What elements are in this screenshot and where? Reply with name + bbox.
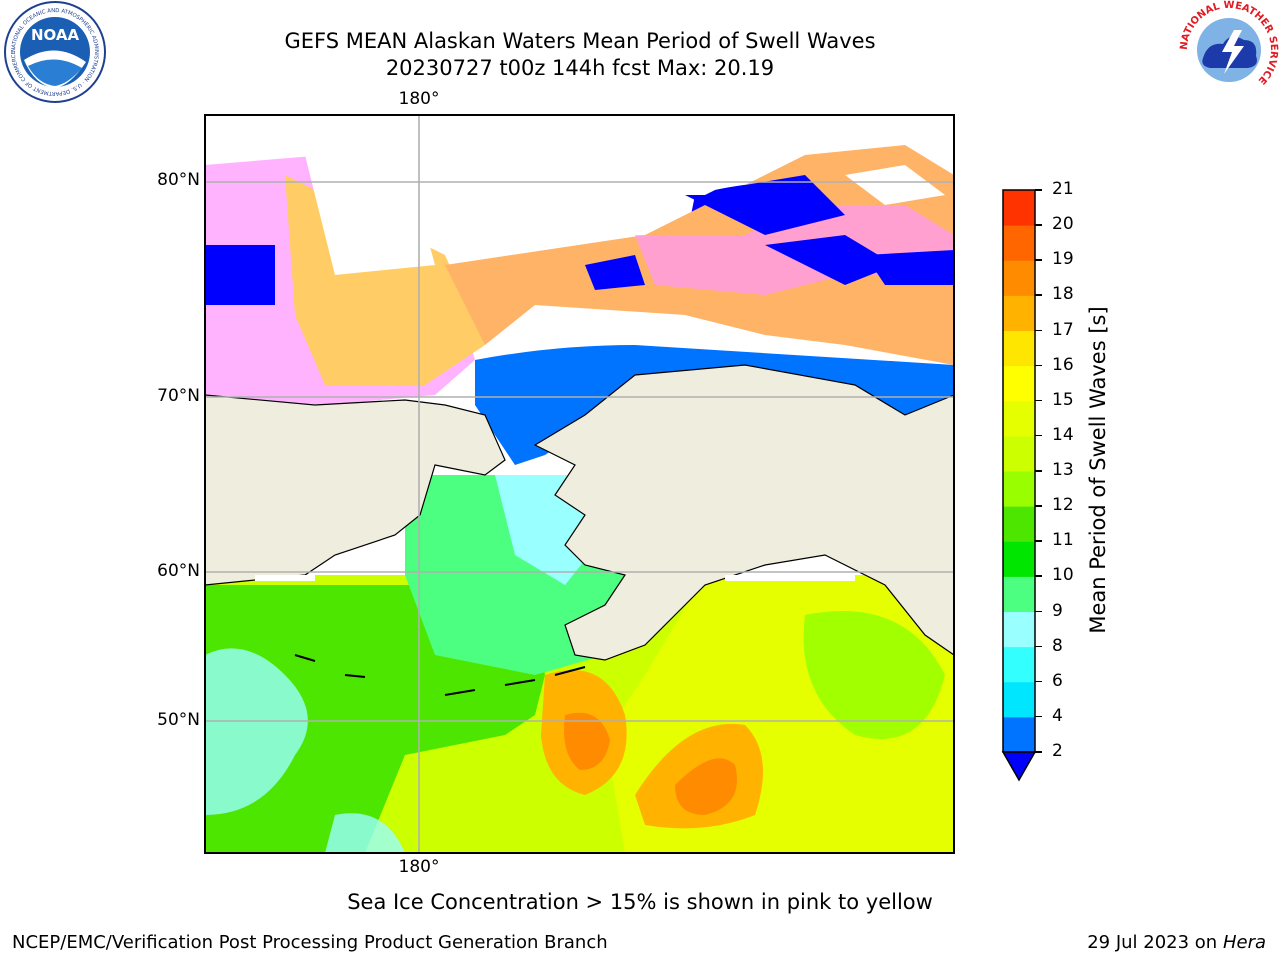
lat-label-80: 80°N [157,170,200,190]
colorbar-tick-label: 13 [1052,460,1074,480]
noaa-logo: NOAA NATIONAL OCEANIC AND ATMOSPHERIC AD… [4,1,106,103]
colorbar-tick-label: 14 [1052,424,1074,445]
colorbar-segment [1003,681,1035,718]
colorbar-segment [1003,365,1035,402]
colorbar-tick-mark [1035,434,1042,437]
colorbar-tick-mark [1035,259,1042,261]
colorbar-tick-mark [1035,715,1042,718]
colorbar-tick-mark [1035,505,1042,507]
map-frame [204,114,955,854]
colorbar-extend-arrow [1001,751,1037,782]
colorbar-segment [1003,471,1035,507]
colorbar-tick-label: 6 [1052,670,1063,691]
map-panel [204,114,955,854]
colorbar-segment [1003,435,1035,472]
colorbar-segment [1003,506,1035,542]
colorbar-segment [1003,330,1035,367]
colorbar-tick-mark [1035,645,1042,648]
lat-label-70: 70°N [157,386,200,406]
colorbar-tick-label: 2 [1052,741,1063,761]
colorbar-tick-mark [1035,751,1042,753]
graticule [205,115,954,853]
lon-label-top: 180° [398,89,440,109]
colorbar-tick-mark [1035,680,1042,683]
colorbar-tick-label: 17 [1052,319,1074,340]
colorbar-tick-mark [1035,364,1042,367]
chart-title: GEFS MEAN Alaskan Waters Mean Period of … [284,29,876,53]
producer-credit: NCEP/EMC/Verification Post Processing Pr… [12,932,608,953]
colorbar-tick-label: 19 [1052,249,1074,270]
colorbar-tick-label: 4 [1052,705,1063,726]
colorbar-tick-label: 20 [1052,214,1074,235]
lon-label-bottom: 180° [398,857,440,877]
colorbar-segment [1003,646,1035,683]
colorbar-segment [1003,541,1035,577]
lat-label-50: 50°N [157,710,200,730]
sea-ice-note: Sea Ice Concentration > 15% is shown in … [347,890,933,914]
colorbar-segment [1003,611,1035,648]
chart-subtitle: 20230727 t00z 144h fcst Max: 20.19 [385,56,775,80]
aleutian-islands [294,654,586,696]
colorbar-segment [1003,295,1035,331]
colorbar-tick-label: 16 [1052,354,1074,375]
colorbar-segment [1003,716,1035,753]
colorbar-tick-label: 21 [1052,179,1074,199]
date-text: 29 Jul 2023 on [1087,932,1223,953]
colorbar-segment [1003,260,1035,296]
colorbar-tick-label: 18 [1052,284,1074,305]
colorbar-tick-mark [1035,575,1042,577]
colorbar-tick-label: 8 [1052,635,1063,656]
land-alaska [533,364,954,661]
colorbar-segment [1003,576,1035,612]
colorbar-segment [1003,400,1035,437]
nws-logo: NATIONAL WEATHER SERVICE [1179,0,1279,98]
colorbar-segment [1003,225,1035,261]
colorbar-tick-label: 15 [1052,389,1074,410]
colorbar-tick-mark [1035,540,1042,542]
noaa-logo-text: NOAA [31,26,80,44]
colorbar-title: Mean Period of Swell Waves [s] [1086,306,1110,634]
colorbar-segment [1003,190,1035,226]
generation-date: 29 Jul 2023 on Hera [1087,932,1266,953]
colorbar-tick-mark [1035,470,1042,472]
colorbar-tick-label: 11 [1052,530,1074,551]
colorbar-tick-mark [1035,329,1042,331]
colorbar [1001,189,1037,782]
colorbar-tick-label: 9 [1052,600,1063,621]
colorbar-tick-mark [1035,189,1042,191]
colorbar-tick-label: 12 [1052,495,1074,516]
colorbar-tick-mark [1035,294,1042,296]
host-name: Hera [1222,932,1266,953]
colorbar-tick-mark [1035,610,1042,612]
colorbar-tick-mark [1035,224,1042,226]
lat-label-60: 60°N [157,561,200,581]
colorbar-tick-label: 10 [1052,565,1074,586]
colorbar-tick-mark [1035,399,1042,402]
